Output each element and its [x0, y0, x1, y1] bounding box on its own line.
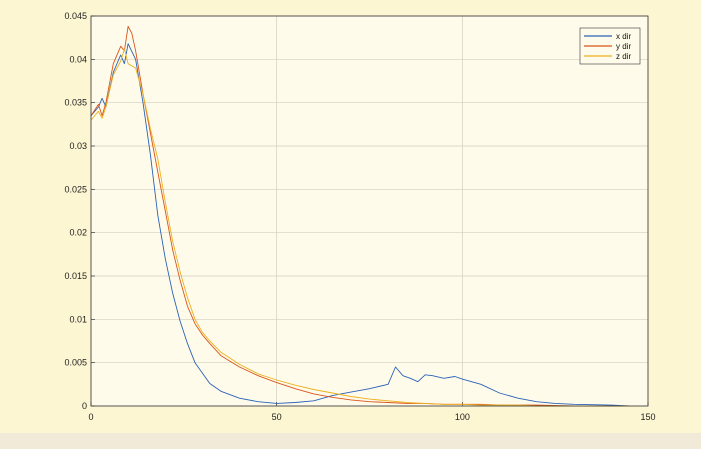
- y-tick-label: 0.04: [69, 54, 87, 64]
- legend-label: x dir: [616, 32, 631, 41]
- y-tick-labels: 0 0.005 0.01 0.015 0.02 0.025 0.03 0.035 0.04 0.0…: [64, 11, 87, 411]
- series-line-z-dir: [90, 48, 630, 407]
- x-tick-label: 0: [88, 412, 93, 422]
- x-tick-label: 50: [272, 412, 282, 422]
- series-lines: [90, 25, 630, 407]
- y-tick-label: 0.015: [64, 271, 87, 281]
- y-tick-label: 0.02: [69, 228, 87, 238]
- bottom-strip: [0, 433, 701, 449]
- plot-frame: [90, 15, 649, 407]
- legend-label: z dir: [616, 52, 631, 61]
- y-tick-label: 0.005: [64, 358, 87, 368]
- series-line-x-dir: [90, 43, 630, 407]
- x-tick-label: 100: [455, 412, 470, 422]
- y-tick-label: 0.03: [69, 141, 87, 151]
- y-tick-label: 0: [82, 401, 87, 411]
- legend-label: y dir: [616, 42, 631, 51]
- plot-area: [91, 16, 648, 406]
- y-tick-label: 0.025: [64, 184, 87, 194]
- x-tick-labels: 0 50 100 150: [88, 412, 655, 422]
- x-tick-label: 150: [640, 412, 655, 422]
- y-tick-label: 0.035: [64, 98, 87, 108]
- y-tick-label: 0.045: [64, 11, 87, 21]
- y-tick-label: 0.01: [69, 314, 87, 324]
